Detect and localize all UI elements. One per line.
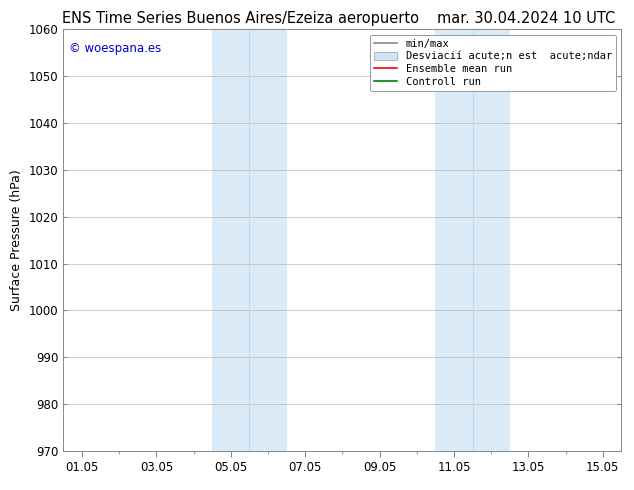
Legend: min/max, Desviacií acute;n est  acute;ndar, Ensemble mean run, Controll run: min/max, Desviacií acute;n est acute;nda… bbox=[370, 35, 616, 91]
Text: mar. 30.04.2024 10 UTC: mar. 30.04.2024 10 UTC bbox=[437, 11, 615, 26]
Y-axis label: Surface Pressure (hPa): Surface Pressure (hPa) bbox=[10, 169, 23, 311]
Text: © woespana.es: © woespana.es bbox=[69, 42, 161, 55]
Text: ENS Time Series Buenos Aires/Ezeiza aeropuerto: ENS Time Series Buenos Aires/Ezeiza aero… bbox=[62, 11, 420, 26]
Bar bbox=[212, 29, 249, 451]
Bar bbox=[249, 29, 287, 451]
Bar bbox=[472, 29, 510, 451]
Bar bbox=[436, 29, 472, 451]
